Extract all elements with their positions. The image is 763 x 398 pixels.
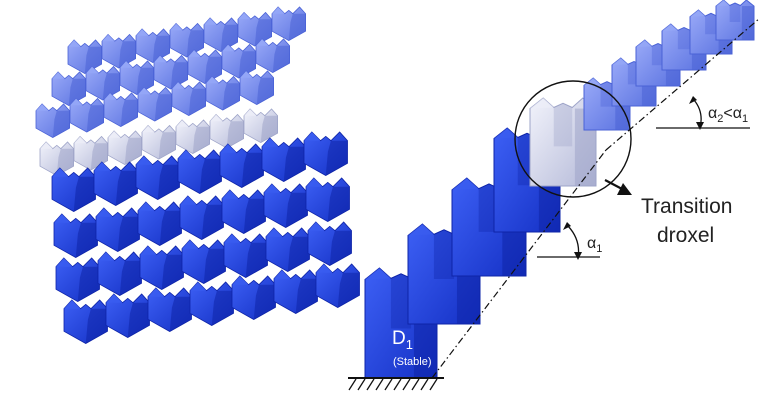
lattice-droxel	[103, 92, 138, 128]
lattice-droxel	[107, 130, 142, 166]
lattice-droxel	[189, 281, 234, 326]
lattice-droxel	[39, 141, 74, 177]
lattice-droxel	[243, 108, 278, 144]
lattice-droxel	[141, 124, 176, 160]
upper-slope-line	[605, 17, 761, 151]
lattice-droxel	[35, 103, 70, 139]
ground-hatch-icon	[348, 377, 444, 391]
d1-label-main: D	[392, 328, 406, 349]
alpha2-arrow-top	[689, 96, 697, 104]
less-than-sign: <	[723, 105, 732, 122]
lattice-droxel	[67, 39, 102, 75]
lattice-droxel	[95, 207, 140, 252]
lattice-droxel	[153, 54, 188, 90]
lattice-droxel	[51, 71, 86, 107]
lattice-droxel	[93, 161, 138, 206]
lattice-droxel	[63, 299, 108, 344]
d1-label: D1	[392, 328, 413, 352]
alpha1b-symbol: α	[733, 105, 742, 122]
lattice-droxel	[181, 239, 226, 284]
lattice-droxel	[315, 263, 360, 308]
alpha2-subscript: 2	[717, 113, 723, 125]
lattice-droxel	[187, 49, 222, 85]
droxel-chain	[364, 0, 755, 379]
transition-highlight-circle	[514, 80, 632, 198]
lattice-droxel	[55, 257, 100, 302]
arrow-right-icon	[604, 179, 632, 195]
chain-droxel	[715, 0, 755, 41]
lattice-droxel	[209, 113, 244, 149]
lattice-droxel	[97, 251, 142, 296]
alpha1-arrow-top	[563, 222, 571, 230]
lattice-droxel	[171, 81, 206, 117]
alpha1-label: α1	[587, 235, 602, 255]
lattice-droxel	[101, 33, 136, 69]
lattice-droxel	[255, 38, 290, 74]
lattice-droxel	[147, 287, 192, 332]
lattice-droxel	[219, 143, 264, 188]
lattice-droxel	[307, 221, 352, 266]
lattice-droxel	[305, 177, 350, 222]
lattice-droxel	[51, 167, 96, 212]
lattice-droxel	[261, 137, 306, 182]
lattice-droxel	[271, 6, 306, 42]
alpha1b-subscript: 1	[742, 113, 748, 125]
d1-label-sub: 1	[406, 337, 413, 352]
lattice-droxel	[119, 60, 154, 96]
lattice-droxel	[105, 293, 150, 338]
lattice-droxel	[137, 201, 182, 246]
lower-slope-line	[431, 149, 607, 379]
alpha1-arrow-bottom	[574, 252, 582, 260]
lattice-droxel	[139, 245, 184, 290]
lattice-droxel	[137, 86, 172, 122]
transition-label-line1: Transition	[641, 195, 732, 218]
lattice-droxel	[273, 269, 318, 314]
lattice-droxel	[179, 195, 224, 240]
lattice-droxel	[237, 11, 272, 47]
lattice-droxel	[221, 43, 256, 79]
alpha1-subscript: 1	[596, 243, 602, 255]
lattice-droxel	[221, 189, 266, 234]
lattice-droxel	[231, 275, 276, 320]
transition-label-line2: droxel	[657, 224, 714, 247]
lattice-droxel	[205, 75, 240, 111]
lattice-droxel	[135, 155, 180, 200]
stable-label: (Stable)	[393, 356, 432, 368]
lattice-droxel	[73, 135, 108, 171]
lattice-droxel	[135, 28, 170, 64]
lattice-droxel	[263, 183, 308, 228]
lattice-droxel	[223, 233, 268, 278]
alpha1-symbol: α	[587, 235, 596, 252]
lattice-droxel	[303, 131, 348, 176]
lattice-droxel	[177, 149, 222, 194]
lattice-droxel	[169, 22, 204, 58]
alpha-inequality-label: α2<α1	[708, 105, 748, 125]
lattice-droxel	[265, 227, 310, 272]
alpha2-symbol: α	[708, 105, 717, 122]
lattice-droxel	[53, 213, 98, 258]
lattice-droxel	[85, 65, 120, 101]
lattice-droxel	[69, 97, 104, 133]
lattice-droxel	[203, 17, 238, 53]
lattice-droxel	[175, 119, 210, 155]
droxel-lattice	[35, 6, 360, 344]
alpha2-arrow-bottom	[696, 122, 704, 130]
lattice-droxel	[239, 70, 274, 106]
